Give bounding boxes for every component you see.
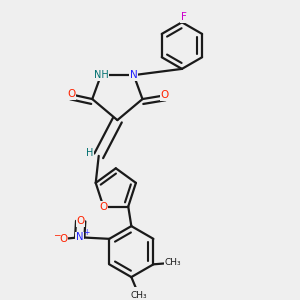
Text: NH: NH [94, 70, 108, 80]
Text: O: O [99, 202, 107, 212]
Text: −: − [53, 231, 61, 240]
Text: N: N [130, 70, 138, 80]
Text: O: O [76, 216, 85, 226]
Text: O: O [59, 234, 68, 244]
Text: O: O [161, 90, 169, 100]
Text: H: H [86, 148, 94, 158]
Text: CH₃: CH₃ [164, 258, 181, 267]
Text: +: + [83, 228, 89, 237]
Text: N: N [76, 232, 83, 242]
Text: O: O [67, 89, 75, 99]
Text: CH₃: CH₃ [131, 291, 147, 300]
Text: F: F [181, 12, 186, 22]
